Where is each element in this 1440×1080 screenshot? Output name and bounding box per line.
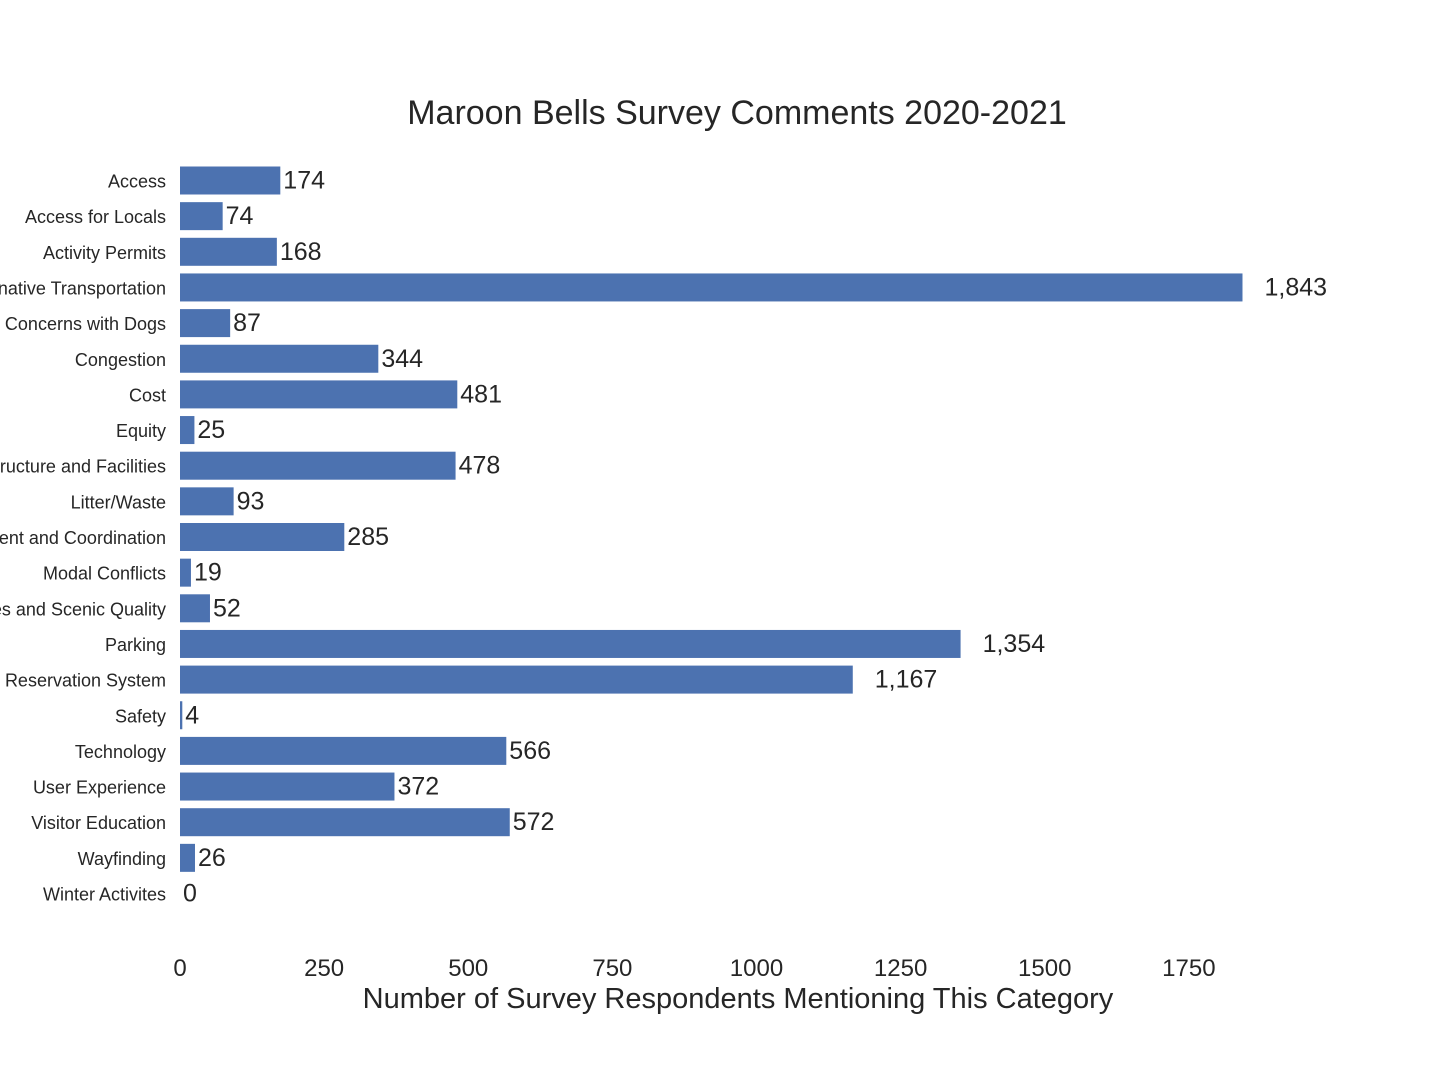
value-label: 285	[347, 523, 389, 551]
value-label: 26	[198, 844, 226, 872]
bar	[180, 843, 195, 872]
x-tick-label: 1500	[1018, 955, 1071, 982]
value-label: 4	[185, 701, 199, 729]
category-label: Safety	[115, 706, 166, 726]
category-label: Equity	[116, 421, 166, 441]
category-label: Management and Coordination	[0, 528, 166, 548]
category-label: Congestion	[75, 350, 166, 370]
x-axis-ticks: 0 250 500 750 1000 1250 1500 1750	[173, 955, 1215, 982]
value-label: 74	[226, 202, 254, 230]
bar	[180, 594, 210, 623]
value-label: 344	[381, 345, 423, 373]
category-label: Modal Conflicts	[43, 564, 166, 584]
category-label: Access for Locals	[25, 207, 166, 227]
category-label: Cost	[129, 385, 166, 405]
category-labels: Access Access for Locals Activity Permits A…	[0, 172, 166, 905]
bar	[180, 416, 195, 445]
bar	[180, 523, 345, 551]
category-label: Access	[108, 172, 166, 192]
category-label: Litter/Waste	[71, 492, 166, 512]
category-label: Winter Activites	[43, 885, 166, 905]
category-label: Wayfinding	[78, 849, 166, 869]
bar	[180, 736, 507, 765]
category-label: Activity Permits	[43, 243, 166, 263]
value-label: 481	[460, 380, 502, 408]
bar	[180, 558, 191, 587]
x-tick-label: 1750	[1162, 955, 1215, 982]
chart-title: Maroon Bells Survey Comments 2020-2021	[407, 94, 1067, 132]
value-label: 372	[397, 773, 439, 801]
category-label: Reservation System	[5, 671, 166, 691]
bar	[180, 309, 231, 338]
bar	[180, 273, 1243, 302]
bar	[180, 380, 458, 409]
bar	[180, 237, 277, 266]
x-tick-label: 500	[448, 955, 488, 982]
bar	[180, 166, 281, 195]
value-label: 1,167	[875, 666, 938, 694]
value-label: 168	[280, 238, 322, 266]
value-label: 478	[459, 452, 501, 480]
bar	[180, 629, 961, 658]
category-label: Parking	[105, 635, 166, 655]
value-label: 25	[197, 416, 225, 444]
value-label: 572	[513, 808, 555, 836]
bar	[180, 808, 510, 837]
category-label: Alternative Transportation	[0, 278, 166, 298]
value-label: 52	[213, 594, 241, 622]
value-label: 1,843	[1264, 273, 1327, 301]
x-tick-label: 1000	[730, 955, 783, 982]
category-label: Infrastructure and Facilities	[0, 457, 166, 477]
x-tick-label: 0	[173, 955, 186, 982]
category-label: Natural Resources and Scenic Quality	[0, 599, 166, 619]
category-label: Visitor Education	[31, 813, 166, 833]
value-label: 0	[183, 880, 197, 908]
value-labels: 174 74 168 1,843 87 344 481 25 478 93 285 19 52 1,354…	[183, 167, 1327, 908]
bar	[180, 451, 456, 480]
bar	[180, 665, 853, 694]
bar	[180, 202, 223, 231]
value-label: 93	[237, 487, 265, 515]
x-tick-label: 750	[592, 955, 632, 982]
bar	[180, 701, 183, 730]
bar	[180, 772, 395, 801]
value-label: 19	[194, 559, 222, 587]
value-label: 87	[233, 309, 261, 337]
x-axis-label: Number of Survey Respondents Mentioning …	[363, 983, 1114, 1015]
bar	[180, 487, 234, 516]
x-tick-label: 1250	[874, 955, 927, 982]
category-label: User Experience	[33, 778, 166, 798]
value-label: 566	[509, 737, 551, 765]
category-label: Concerns with Dogs	[5, 314, 166, 334]
x-tick-label: 250	[304, 955, 344, 982]
value-label: 174	[283, 167, 325, 195]
category-label: Technology	[75, 742, 166, 762]
bars-group	[180, 166, 1243, 872]
value-label: 1,354	[983, 630, 1046, 658]
bar	[180, 344, 379, 373]
